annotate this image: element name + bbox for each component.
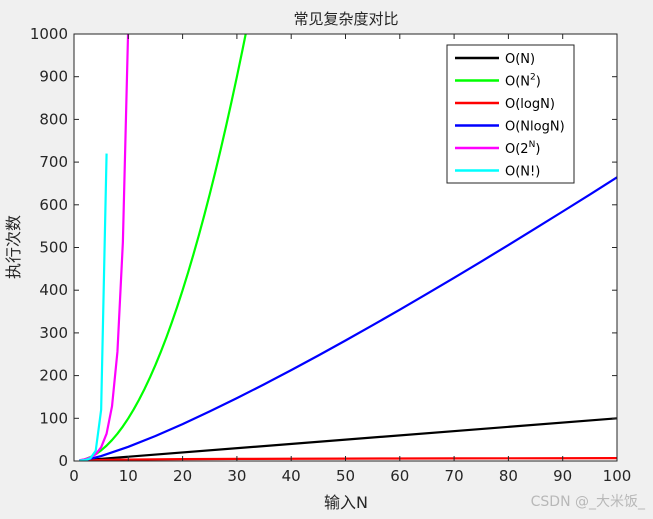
x-tick-label: 80: [499, 467, 518, 485]
series-line-0: [79, 417, 617, 461]
x-tick-label: 70: [445, 467, 464, 485]
x-tick-label: 100: [603, 467, 632, 485]
y-tick-label: 800: [39, 110, 68, 128]
series-line-3: [79, 176, 617, 461]
x-tick-label: 50: [336, 467, 355, 485]
y-tick-label: 300: [39, 324, 68, 342]
legend-box: [446, 44, 575, 184]
chart-title: 常见复杂度对比: [293, 10, 398, 28]
y-tick-label: 200: [39, 367, 68, 385]
y-tick-label: 700: [39, 153, 68, 171]
x-tick-label: 40: [282, 467, 301, 485]
x-tick-label: 20: [173, 467, 192, 485]
y-tick-label: 1000: [30, 25, 68, 43]
x-tick-label: 90: [553, 467, 572, 485]
x-axis-label: 输入N: [324, 493, 368, 512]
y-tick-label: 600: [39, 196, 68, 214]
legend-label: O(N2): [505, 73, 541, 90]
legend-label: O(N!): [505, 165, 540, 180]
x-tick-label: 60: [390, 467, 409, 485]
y-axis: 0 100 200 300 400 500 600 700 800 900 1000: [30, 25, 617, 470]
legend-label: O(logN): [505, 97, 555, 112]
legend-label: O(N): [505, 52, 535, 67]
watermark: CSDN @_大米饭_: [530, 494, 645, 510]
x-axis: 0 10 20 30 40 50 60 70 80 90 100: [69, 34, 631, 485]
x-tick-label: 30: [227, 467, 246, 485]
y-tick-label: 900: [39, 68, 68, 86]
y-tick-label: 400: [39, 281, 68, 299]
series-line-5: [79, 153, 108, 461]
legend-label: O(2N): [505, 140, 540, 157]
y-axis-label: 执行次数: [4, 215, 23, 279]
y-tick-label: 500: [39, 239, 68, 257]
y-tick-label: 0: [58, 452, 68, 470]
x-tick-label: 10: [119, 467, 138, 485]
y-tick-label: 100: [39, 409, 68, 427]
legend-label: O(NlogN): [505, 120, 565, 135]
series-line-1: [79, 34, 247, 461]
x-tick-label: 0: [69, 467, 79, 485]
legend: O(N) O(N2) O(logN) O(NlogN) O(2N) O(N!): [446, 44, 575, 184]
